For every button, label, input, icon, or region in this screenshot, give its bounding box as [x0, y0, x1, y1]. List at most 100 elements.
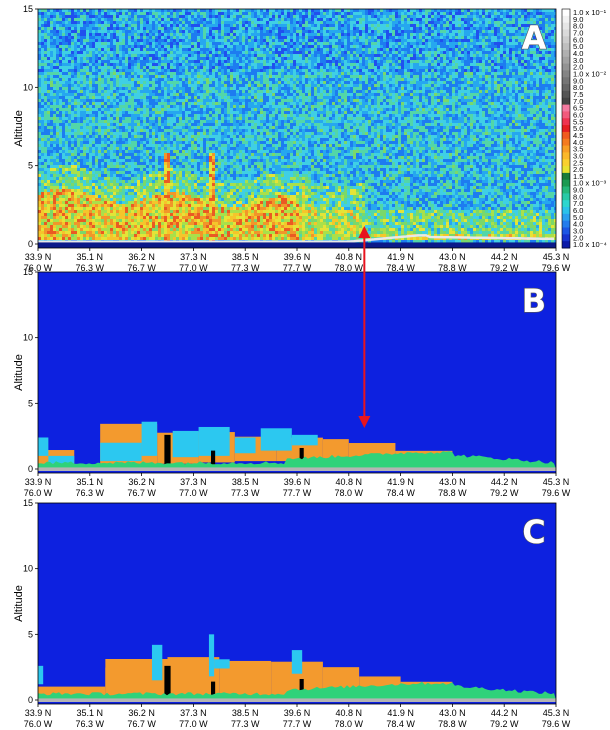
panel-letter-c: C [522, 513, 545, 551]
no-signal-column-c-2 [299, 678, 304, 699]
x-tick-lon-a-6: 78.0 W [335, 263, 364, 273]
x-tick-lon-b-9: 79.2 W [490, 488, 519, 498]
cloud-block-b-0 [38, 437, 49, 456]
no-signal-column-b-0 [164, 434, 171, 468]
x-tick-lon-b-5: 77.7 W [283, 488, 312, 498]
colorbar-swatch-13 [562, 97, 570, 106]
panel-b: 0 5 10 15 Altitude 33.9 N76.0 W 35.1 N76.3 W 36… [13, 267, 571, 498]
colorbar-swatch-18 [562, 131, 570, 140]
x-tick-lat-c-2: 36.2 N [128, 708, 155, 718]
x-tick-lon-b-0: 76.0 W [24, 488, 53, 498]
colorbar-label-15: 6.0 [573, 110, 583, 119]
colorbar-swatch-30 [562, 213, 570, 222]
x-tick-lon-c-5: 77.7 W [283, 719, 312, 729]
surface-band-b [38, 451, 556, 469]
colorbar-label-2: 8.0 [573, 22, 583, 31]
colorbar-label-32: 3.0 [573, 227, 583, 236]
colorbar-label-8: 2.0 [573, 63, 583, 72]
colorbar-swatch-34 [562, 241, 570, 249]
x-tick-lon-c-3: 77.0 W [179, 719, 208, 729]
x-tick-lat-c-1: 35.1 N [77, 708, 104, 718]
colorbar-swatch-7 [562, 56, 570, 65]
x-tick-lat-c-10: 45.3 N [543, 708, 570, 718]
colorbar-label-12: 7.5 [573, 90, 583, 99]
x-tick-lat-c-5: 39.6 N [284, 708, 311, 718]
x-tick-lat-b-5: 39.6 N [284, 477, 311, 487]
colorbar-swatch-19 [562, 138, 570, 147]
x-tick-lat-c-7: 41.9 N [387, 708, 414, 718]
no-signal-column-c-0 [164, 665, 171, 699]
cloud-block-c-4 [291, 650, 303, 674]
y-tick-label-a-0: 0 [28, 239, 33, 249]
x-tick-lon-c-8: 78.8 W [438, 719, 467, 729]
x-tick-lat-b-4: 38.5 N [232, 477, 259, 487]
x-tick-lat-a-10: 45.3 N [543, 252, 570, 262]
x-tick-lon-a-7: 78.4 W [386, 263, 415, 273]
x-tick-lon-b-10: 79.6 W [542, 488, 571, 498]
x-tick-lat-c-6: 40.8 N [336, 708, 363, 718]
x-tick-lon-b-8: 78.8 W [438, 488, 467, 498]
cloud-block-b-7 [260, 428, 292, 451]
colorbar-label-16: 5.5 [573, 117, 583, 126]
colorbar-swatch-28 [562, 200, 570, 208]
colorbar-label-28: 7.0 [573, 199, 583, 208]
colorbar-swatch-3 [562, 29, 570, 37]
colorbar-label-17: 5.0 [573, 124, 583, 133]
no-signal-column-b-2 [299, 447, 304, 468]
colorbar-label-27: 8.0 [573, 192, 583, 201]
colorbar-swatch-8 [562, 63, 570, 71]
ground-line-a [38, 234, 555, 243]
colorbar-label-26: 9.0 [573, 186, 583, 195]
below-ground-a [38, 242, 556, 248]
colorbar-swatch-17 [562, 125, 570, 133]
x-tick-lat-b-0: 33.9 N [25, 477, 52, 487]
colorbar-label-20: 3.5 [573, 145, 583, 154]
x-tick-lat-a-7: 41.9 N [387, 252, 414, 262]
colorbar-swatch-0 [562, 9, 570, 17]
colorbar-label-30: 5.0 [573, 213, 583, 222]
y-tick-label-a-1: 5 [28, 161, 33, 171]
panel-letter-a: A [522, 19, 547, 57]
x-tick-lon-a-0: 76.0 W [24, 263, 53, 273]
colorbar-label-18: 4.5 [573, 131, 583, 140]
colorbar-label-0: 1.0 x 10⁻¹ [573, 8, 607, 17]
x-tick-lon-c-6: 78.0 W [335, 719, 364, 729]
x-tick-lat-c-3: 37.3 N [180, 708, 207, 718]
x-tick-lon-c-9: 79.2 W [490, 719, 519, 729]
cloud-block-c-3 [214, 659, 230, 669]
colorbar-swatch-6 [562, 49, 570, 58]
x-tick-lat-b-1: 35.1 N [77, 477, 104, 487]
x-tick-lat-b-8: 43.0 N [439, 477, 466, 487]
cloud-block-c-0 [38, 665, 44, 685]
colorbar-swatch-11 [562, 84, 570, 92]
y-tick-label-b-0: 0 [28, 464, 33, 474]
x-tick-lat-c-9: 44.2 N [491, 708, 518, 718]
aerosol-block-c-0 [38, 686, 106, 697]
colorbar-label-1: 9.0 [573, 15, 583, 24]
colorbar-label-11: 8.0 [573, 83, 583, 92]
x-tick-lat-c-0: 33.9 N [25, 708, 52, 718]
colorbar-label-33: 2.0 [573, 233, 583, 242]
x-tick-lon-a-10: 79.6 W [542, 263, 571, 273]
panel-c: 0 5 10 15 Altitude 33.9 N76.0 W 35.1 N76.3 W 36… [13, 498, 571, 729]
colorbar-label-25: 1.0 x 10⁻³ [573, 179, 607, 188]
colorbar-label-22: 2.5 [573, 158, 583, 167]
colorbar-label-10: 9.0 [573, 76, 583, 85]
x-tick-lat-a-1: 35.1 N [77, 252, 104, 262]
colorbar-frame [561, 8, 571, 249]
colorbar-label-13: 7.0 [573, 97, 583, 106]
y-tick-label-c-1: 5 [28, 629, 33, 639]
cloud-block-b-3 [141, 421, 158, 456]
no-signal-column-b-1 [211, 450, 216, 468]
colorbar-label-29: 6.0 [573, 206, 583, 215]
x-tick-lat-a-8: 43.0 N [439, 252, 466, 262]
x-tick-lon-a-4: 77.3 W [231, 263, 260, 273]
colorbar-label-6: 4.0 [573, 49, 583, 58]
ground-strip-c [38, 698, 556, 702]
x-tick-lat-c-4: 38.5 N [232, 708, 259, 718]
colorbar-swatch-9 [562, 70, 570, 78]
x-tick-lon-a-8: 78.8 W [438, 263, 467, 273]
x-tick-lon-b-6: 78.0 W [335, 488, 364, 498]
y-tick-label-b-3: 15 [23, 267, 33, 277]
